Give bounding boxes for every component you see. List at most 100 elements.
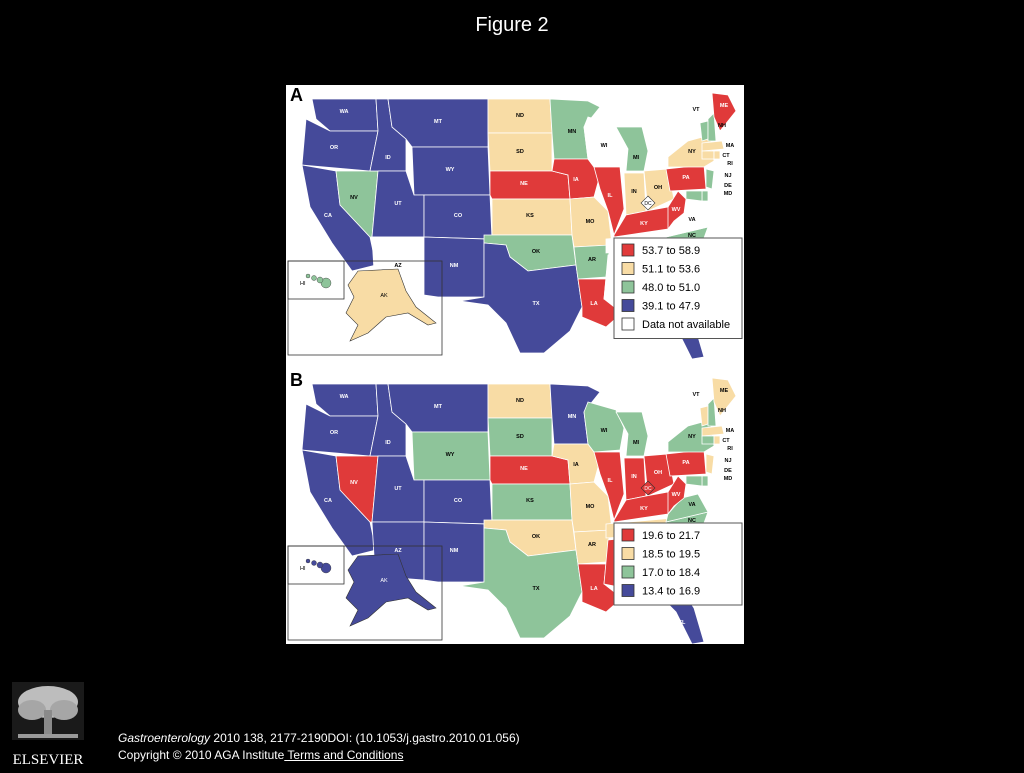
state-ne: [489, 455, 571, 485]
legend-box: [613, 237, 743, 339]
state-wi: [583, 401, 625, 453]
state-label-hi: HI: [300, 281, 306, 287]
state-label-ca: CA: [324, 213, 332, 219]
state-label-nj: NJ: [724, 173, 731, 179]
logo-wordmark: ELSEVIER: [13, 752, 84, 768]
state-label-ri: RI: [727, 161, 733, 167]
state-nj: [705, 453, 715, 475]
state-label-nj: NJ: [724, 458, 731, 464]
state-label-ky: KY: [640, 506, 648, 512]
state-label-ut: UT: [394, 486, 402, 492]
state-label-wy: WY: [446, 167, 455, 173]
state-label-az: AZ: [394, 263, 402, 269]
state-label-nv: NV: [350, 480, 358, 486]
state-ct: [701, 150, 715, 160]
legend-label: 18.5 to 19.5: [642, 549, 700, 561]
state-label-nd: ND: [516, 113, 524, 119]
state-wv: [667, 190, 687, 231]
state-label-ar: AR: [588, 257, 596, 263]
state-ak: [345, 553, 437, 627]
hawaii-frame: [287, 545, 345, 585]
state-nj: [705, 168, 715, 190]
legend-swatch-red: [621, 528, 635, 542]
state-label-de: DE: [724, 468, 732, 474]
state-de: [701, 475, 709, 487]
state-label-il: IL: [608, 478, 614, 484]
state-label-ca: CA: [324, 498, 332, 504]
copyright: Copyright © 2010 AGA Institute Terms and…: [118, 748, 403, 762]
state-label-nv: NV: [350, 195, 358, 201]
citation-details: 2010 138, 2177-2190DOI: (10.1053/j.gastr…: [210, 731, 520, 745]
state-label-ny: NY: [688, 434, 696, 440]
legend-swatch-tan: [621, 262, 635, 275]
terms-link[interactable]: Terms and Conditions: [284, 748, 404, 762]
state-nm: [423, 521, 485, 583]
state-ma: [701, 140, 725, 152]
state-hi: [316, 276, 324, 284]
state-label-wv: WV: [672, 492, 681, 498]
citation: Gastroenterology 2010 138, 2177-2190DOI:…: [118, 731, 520, 745]
copyright-text: Copyright © 2010 AGA Institute: [118, 748, 285, 762]
legend-label: Data not available: [642, 319, 730, 331]
state-label-md: MD: [724, 191, 733, 197]
state-me: [711, 377, 737, 417]
state-label-ks: KS: [526, 213, 534, 219]
legend-swatch-green: [621, 565, 635, 579]
state-label-nh: NH: [718, 123, 726, 129]
state-label-ia: IA: [573, 462, 579, 468]
state-label-mo: MO: [586, 219, 596, 225]
state-de: [701, 190, 709, 202]
state-dc: [640, 480, 656, 496]
state-label-dc: DC: [644, 201, 652, 207]
state-me: [711, 92, 737, 132]
state-md: [685, 475, 703, 487]
state-label-ma: MA: [726, 143, 735, 149]
state-label-ct: CT: [722, 438, 730, 444]
choropleth-figure: A WA OR CA NV ID MT WY UT AZ CO NM ND SD NE KS OK TX MN IA M…: [287, 85, 743, 644]
state-label-mi: MI: [633, 440, 640, 446]
state-wv: [667, 475, 687, 516]
legend-label: 17.0 to 18.4: [642, 567, 700, 579]
inset-frame: [287, 545, 443, 641]
state-label-pa: PA: [682, 175, 689, 181]
state-hi: [305, 273, 311, 279]
state-hi: [311, 275, 317, 281]
citation-journal: Gastroenterology: [118, 731, 211, 745]
panel-label: A: [290, 85, 303, 105]
state-label-la: LA: [590, 301, 597, 307]
state-nh: [707, 112, 717, 142]
state-label-ne: NE: [520, 181, 528, 187]
state-label-ct: CT: [722, 153, 730, 159]
state-ar: [573, 244, 611, 280]
legend-label: 51.1 to 53.6: [642, 264, 700, 276]
state-label-de: DE: [724, 183, 732, 189]
state-label-ky: KY: [640, 221, 648, 227]
state-label-ne: NE: [520, 466, 528, 472]
state-ak: [345, 268, 437, 342]
state-dc: [640, 195, 656, 211]
state-tx: [459, 527, 583, 639]
state-wa: [311, 383, 379, 417]
state-label-ok: OK: [532, 534, 540, 540]
state-label-wa: WA: [340, 109, 349, 115]
state-label-az: AZ: [394, 548, 402, 554]
hawaii-frame: [287, 260, 345, 300]
slide-title: Figure 2: [475, 14, 549, 36]
state-label-mi: MI: [633, 155, 640, 161]
state-hi: [311, 560, 317, 566]
legend-label: 53.7 to 58.9: [642, 245, 700, 257]
state-label-wi: WI: [601, 143, 608, 149]
state-label-or: OR: [330, 430, 338, 436]
state-ct: [701, 435, 715, 445]
state-label-me: ME: [720, 388, 729, 394]
state-label-hi: HI: [300, 566, 306, 572]
state-label-mn: MN: [568, 129, 577, 135]
state-label-in: IN: [631, 189, 637, 195]
panel-label: B: [290, 370, 303, 390]
state-nh: [707, 397, 717, 427]
state-label-wa: WA: [340, 394, 349, 400]
legend-swatch-blue: [621, 299, 635, 312]
state-wa: [311, 98, 379, 132]
state-ma: [701, 425, 725, 437]
legend-swatch-none: [621, 317, 635, 331]
